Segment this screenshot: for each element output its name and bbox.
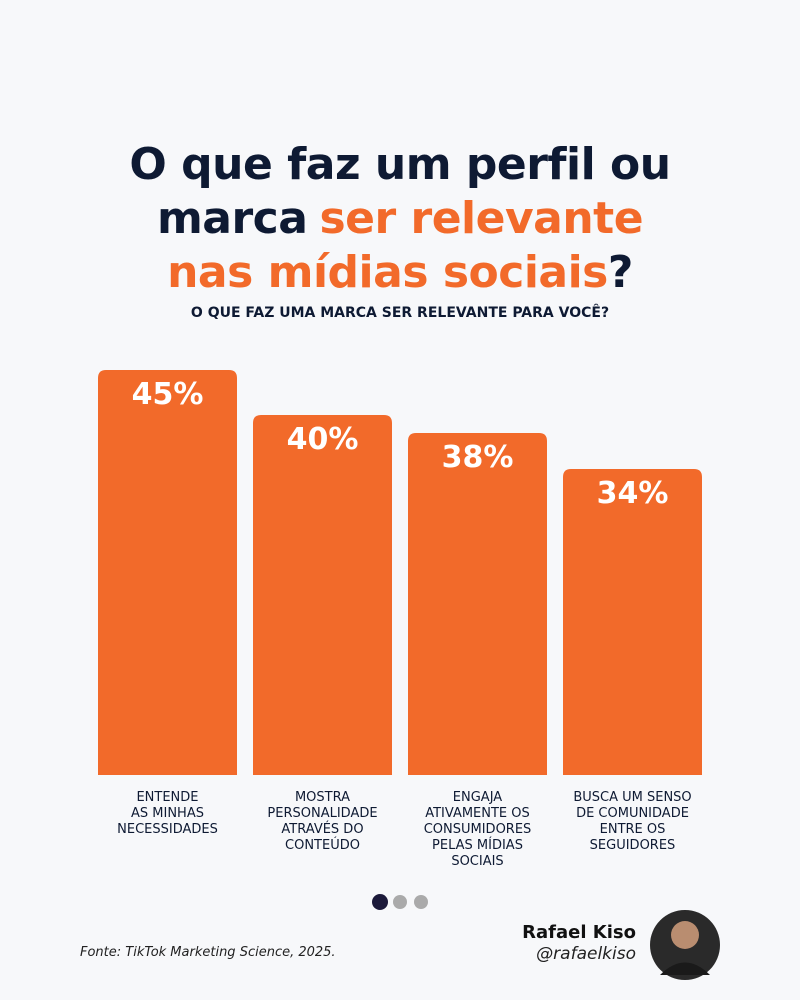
subtitle: O QUE FAZ UMA MARCA SER RELEVANTE PARA V… bbox=[190, 305, 610, 321]
avatar-body bbox=[660, 962, 710, 975]
value-label: 40% bbox=[287, 422, 359, 457]
title-line: O que faz um perfil ou bbox=[0, 138, 800, 192]
author-name: Rafael Kiso bbox=[522, 922, 636, 943]
category-label: ENTENDE AS MINHAS NECESSIDADES bbox=[117, 790, 218, 837]
page-dot[interactable] bbox=[414, 895, 428, 909]
title-segment: O que faz um perfil ou bbox=[129, 139, 671, 190]
bar bbox=[563, 469, 702, 775]
value-label: 38% bbox=[442, 440, 514, 475]
category-label: MOSTRA PERSONALIDADE ATRAVÉS DO CONTEÚDO bbox=[267, 790, 378, 853]
page-dot[interactable] bbox=[393, 895, 407, 909]
bar bbox=[408, 433, 547, 775]
bar bbox=[98, 370, 237, 775]
title-segment: marca bbox=[156, 193, 308, 244]
title: O que faz um perfil ou marca ser relevante… bbox=[0, 138, 800, 300]
page-dot-active[interactable] bbox=[372, 894, 388, 910]
value-label: 34% bbox=[597, 476, 669, 511]
category-label: ENGAJA ATIVAMENTE OS CONSUMIDORES PELAS … bbox=[423, 790, 532, 869]
source: Fonte: TikTok Marketing Science, 2025. bbox=[80, 945, 336, 960]
category-label: BUSCA UM SENSO DE COMUNIDADE ENTRE OS SE… bbox=[573, 790, 692, 853]
title-line: marca ser relevante bbox=[0, 192, 800, 246]
title-segment: ser relevante bbox=[319, 193, 644, 244]
bar bbox=[253, 415, 392, 775]
value-label: 45% bbox=[132, 377, 204, 412]
title-segment: ? bbox=[607, 247, 634, 298]
avatar-face bbox=[671, 921, 699, 949]
author-handle: @rafaelkiso bbox=[536, 944, 636, 964]
title-line: nas mídias sociais? bbox=[0, 246, 800, 300]
title-segment: nas mídias sociais bbox=[167, 247, 608, 298]
